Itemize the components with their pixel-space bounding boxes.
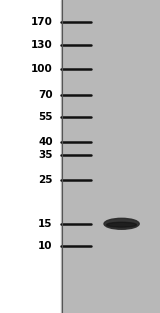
Text: 55: 55	[38, 112, 53, 122]
Ellipse shape	[104, 218, 139, 229]
Ellipse shape	[107, 222, 137, 227]
FancyBboxPatch shape	[61, 0, 160, 313]
Text: 70: 70	[38, 90, 53, 100]
Text: 130: 130	[31, 40, 53, 50]
Text: 10: 10	[38, 241, 53, 251]
Text: 35: 35	[38, 150, 53, 160]
Text: 15: 15	[38, 219, 53, 229]
Text: 25: 25	[38, 175, 53, 185]
Text: 40: 40	[38, 137, 53, 147]
Text: 170: 170	[31, 17, 53, 27]
Text: 100: 100	[31, 64, 53, 74]
